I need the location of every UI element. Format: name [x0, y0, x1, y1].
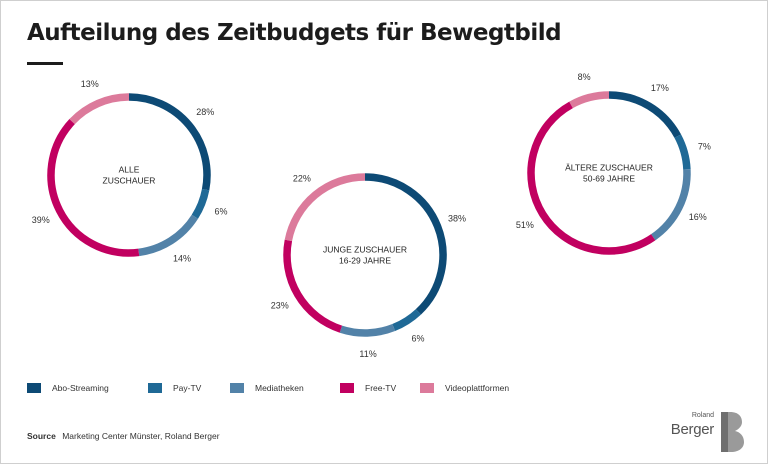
legend-label: Free-TV — [365, 383, 397, 393]
title-underline — [27, 62, 63, 65]
chart-legend: Abo-Streaming Pay-TV Mediatheken Free-TV Vid… — [27, 382, 627, 396]
legend-swatch — [420, 383, 434, 393]
legend-label: Abo-Streaming — [52, 383, 109, 393]
data-label-abo-streaming: 17% — [651, 83, 669, 93]
donut-segment-videoplattformen — [69, 93, 130, 125]
legend-swatch — [230, 383, 244, 393]
donut-center-title: 50-69 JAHRE — [583, 174, 635, 184]
source-label: Source — [27, 431, 56, 441]
logo-b-mark-icon — [721, 412, 744, 452]
donut-segment-abo-streaming — [128, 93, 211, 191]
donut-segment-pay-tv — [191, 188, 210, 219]
donut-segment-abo-streaming — [608, 91, 682, 139]
donut-segment-free-tv — [283, 239, 343, 333]
data-label-pay-tv: 6% — [411, 334, 424, 344]
data-label-pay-tv: 7% — [698, 142, 711, 152]
donut-segment-free-tv — [47, 119, 140, 257]
source-note: Source Marketing Center Münster, Roland … — [27, 431, 220, 441]
data-label-mediatheken: 16% — [689, 212, 707, 222]
roland-berger-logo: Roland Berger — [668, 412, 744, 452]
donut-segment-free-tv — [527, 101, 656, 255]
data-label-pay-tv: 6% — [214, 206, 227, 216]
data-label-mediatheken: 11% — [359, 349, 376, 359]
donut-segment-pay-tv — [392, 309, 421, 332]
donut-center-title: ÄLTERE ZUSCHAUER — [565, 163, 653, 173]
donut-segment-abo-streaming — [364, 173, 447, 315]
donut-center-title: 16-29 JAHRE — [339, 256, 391, 266]
donut-segment-videoplattformen — [569, 91, 610, 109]
donut-center-title: ZUSCHAUER — [103, 176, 156, 186]
legend-label: Pay-TV — [173, 383, 202, 393]
donut-segment-videoplattformen — [284, 173, 366, 242]
donut-segment-mediatheken — [651, 169, 691, 241]
donut-segment-mediatheken — [138, 214, 199, 257]
data-label-free-tv: 51% — [516, 220, 534, 230]
legend-swatch — [340, 383, 354, 393]
logo-text-small: Roland — [691, 412, 714, 419]
data-label-abo-streaming: 28% — [196, 107, 214, 117]
legend-swatch — [27, 383, 41, 393]
donut-segment-mediatheken — [339, 323, 396, 337]
data-label-mediatheken: 14% — [173, 254, 191, 264]
legend-label: Videoplattformen — [445, 383, 510, 393]
legend-label: Mediatheken — [255, 383, 304, 393]
legend-swatch — [148, 383, 162, 393]
donut-center-title: ALLE — [119, 165, 140, 175]
donut-center-title: JUNGE ZUSCHAUER — [323, 245, 407, 255]
data-label-abo-streaming: 38% — [448, 214, 466, 224]
data-label-videoplattformen: 22% — [293, 174, 311, 184]
data-label-videoplattformen: 8% — [578, 72, 591, 82]
chart-title: Aufteilung des Zeitbudgets für Bewegtbil… — [27, 20, 562, 46]
data-label-videoplattformen: 13% — [81, 79, 99, 89]
data-label-free-tv: 39% — [32, 215, 50, 225]
logo-text-big: Berger — [670, 421, 715, 438]
source-text: Marketing Center Münster, Roland Berger — [62, 431, 220, 441]
donut-segment-pay-tv — [674, 134, 691, 170]
data-label-free-tv: 23% — [271, 300, 289, 310]
